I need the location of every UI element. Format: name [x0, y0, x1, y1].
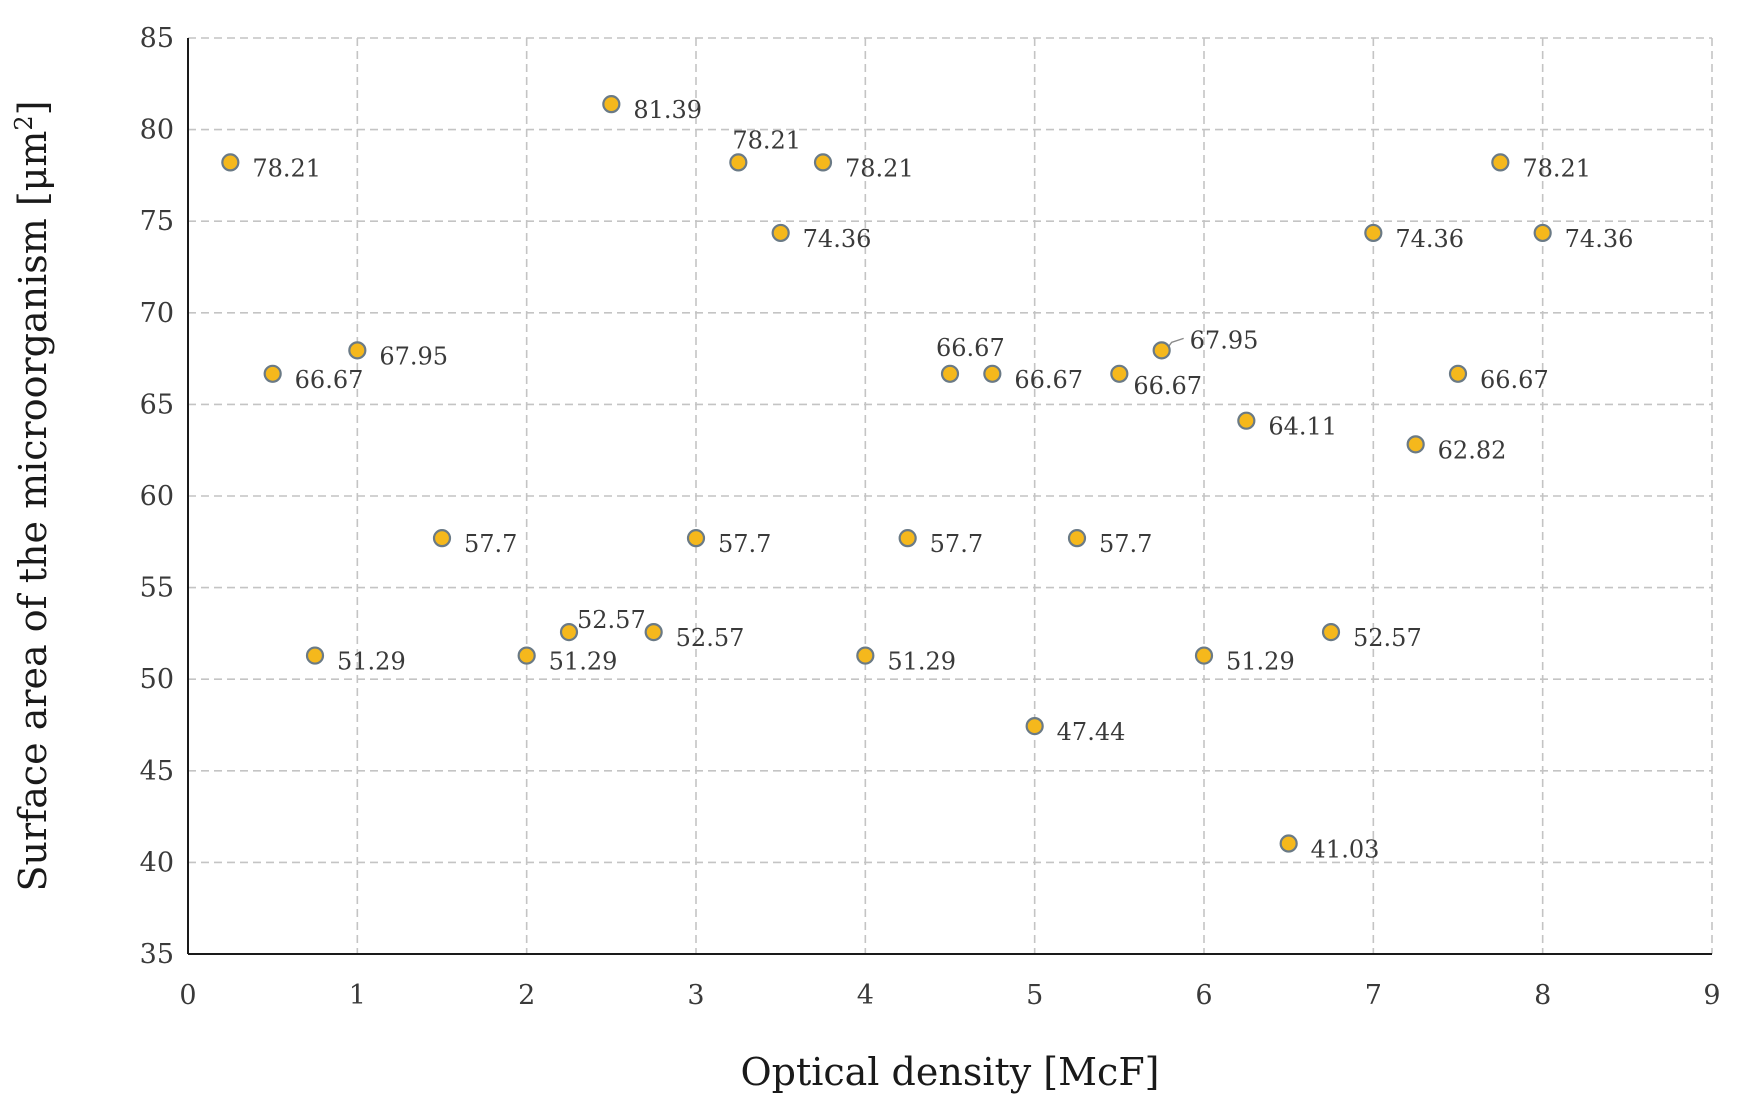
data-point: [898, 529, 917, 548]
x-tick-label: 0: [179, 980, 196, 1011]
x-tick-label: 9: [1703, 980, 1720, 1011]
data-label: 47.44: [1057, 718, 1126, 746]
data-point: [305, 646, 325, 665]
y-tick-label: 75: [140, 206, 174, 237]
data-point: [1448, 364, 1468, 383]
y-tick-label: 80: [140, 115, 174, 146]
data-label: 51.29: [1226, 648, 1295, 676]
data-point: [1406, 435, 1425, 454]
data-point: [348, 341, 367, 360]
data-label: 51.29: [887, 648, 956, 676]
data-point: [432, 529, 452, 548]
y-tick-label: 70: [140, 298, 174, 329]
y-tick-label: 60: [140, 481, 174, 512]
x-tick-label: 1: [349, 980, 366, 1011]
data-label: 57.7: [464, 530, 517, 558]
data-point: [729, 153, 748, 172]
data-label: 66.67: [1480, 366, 1549, 394]
data-point: [1321, 623, 1341, 642]
x-tick-label: 2: [518, 980, 535, 1011]
data-label: 52.57: [577, 606, 646, 634]
data-point: [1279, 834, 1298, 853]
data-label: 57.7: [718, 530, 771, 558]
axes: [187, 38, 1712, 955]
data-label: 81.39: [633, 96, 702, 124]
data-label: 78.21: [732, 126, 801, 154]
y-axis-title-main: Surface area of the microorganism [μm: [11, 131, 55, 892]
data-labels: 78.21 66.67 51.29 67.95 57.7 51.29 52.57 81.39 5…: [252, 96, 1633, 863]
y-tick-label: 40: [140, 847, 174, 878]
y-tick-label: 65: [140, 389, 174, 420]
y-axis-title-superscript: 2: [10, 115, 38, 130]
x-tick-label: 5: [1026, 980, 1043, 1011]
label-leader-line: [1168, 337, 1184, 347]
data-point: [940, 364, 960, 383]
data-point: [602, 95, 621, 114]
data-label: 66.67: [1133, 372, 1202, 400]
data-point: [856, 646, 875, 665]
data-point: [1067, 529, 1087, 548]
data-point: [263, 364, 282, 383]
y-axis-title-close-bracket: ]: [11, 100, 55, 115]
y-tick-label: 55: [140, 573, 174, 604]
y-axis-title: Surface area of the microorganism [μm2]: [10, 100, 55, 891]
x-tick-label: 6: [1195, 980, 1212, 1011]
data-label: 57.7: [930, 530, 983, 558]
data-point: [644, 623, 663, 642]
x-tick-label: 8: [1534, 980, 1551, 1011]
data-label: 66.67: [936, 334, 1005, 362]
data-label: 78.21: [1522, 154, 1591, 182]
data-point: [983, 364, 1002, 383]
y-tick-label: 85: [140, 23, 174, 54]
x-tick-label: 4: [857, 980, 874, 1011]
data-label: 74.36: [1565, 225, 1634, 253]
data-label: 78.21: [845, 154, 914, 182]
data-label: 57.7: [1099, 530, 1152, 558]
data-point: [1025, 716, 1044, 736]
data-label: 51.29: [549, 648, 618, 676]
y-tick-label: 35: [140, 939, 174, 970]
data-point: [1194, 646, 1214, 665]
gridlines: [188, 37, 1713, 954]
x-tick-label: 3: [687, 980, 704, 1011]
data-label: 74.36: [1395, 225, 1464, 253]
data-point: [771, 223, 790, 243]
data-point: [221, 153, 240, 172]
data-point: [686, 529, 706, 548]
data-point: [517, 646, 536, 665]
data-points: [221, 95, 1552, 853]
x-tick-label: 7: [1365, 980, 1382, 1011]
data-label: 74.36: [803, 225, 872, 253]
data-point: [559, 623, 579, 642]
data-point: [1237, 411, 1256, 430]
data-point: [1110, 364, 1129, 383]
axis-titles: Optical density [McF] Surface area of th…: [10, 100, 1160, 1094]
data-label: 64.11: [1268, 413, 1337, 441]
data-label: 66.67: [1014, 366, 1083, 394]
data-label: 67.95: [1190, 326, 1259, 354]
data-point: [1152, 341, 1171, 360]
data-label: 78.21: [252, 154, 321, 182]
y-tick-label: 45: [140, 756, 174, 787]
data-label: 52.57: [676, 624, 745, 652]
data-label: 41.03: [1311, 836, 1380, 864]
data-label: 66.67: [295, 366, 364, 394]
data-point: [813, 153, 833, 172]
data-label: 51.29: [337, 648, 406, 676]
data-label: 62.82: [1438, 436, 1507, 464]
data-point: [1364, 223, 1383, 243]
data-label: 52.57: [1353, 624, 1422, 652]
data-point: [1533, 223, 1552, 243]
data-label: 67.95: [379, 342, 448, 370]
data-point: [1491, 153, 1510, 172]
label-leader-lines: [1168, 337, 1184, 347]
y-tick-label: 50: [140, 664, 174, 695]
x-axis-title: Optical density [McF]: [740, 1050, 1159, 1094]
